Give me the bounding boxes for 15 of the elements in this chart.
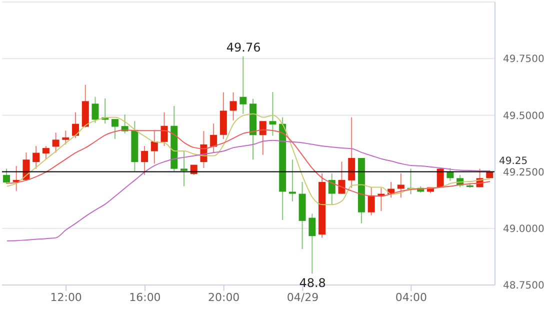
x-tick-label: 20:00: [208, 290, 240, 304]
y-tick-label: 48.7500: [503, 280, 544, 292]
candlestick: [436, 168, 444, 188]
y-tick-label: 49.0000: [503, 224, 544, 235]
y-tick-label: 49.2500: [503, 167, 544, 178]
y-tick-label: 49.5000: [503, 110, 544, 122]
x-tick-label: 12:00: [50, 290, 82, 304]
annotation: 49.76: [226, 40, 261, 54]
ref-line-label: 49.25: [499, 156, 528, 167]
x-tick-label: 16:00: [129, 290, 161, 304]
line-series: [6, 140, 491, 242]
annotation: 48.8: [299, 276, 326, 290]
y-tick-label: 49.7500: [503, 54, 544, 66]
x-tick-label: 04/29: [286, 290, 319, 304]
x-tick-label: 04:00: [395, 290, 428, 304]
